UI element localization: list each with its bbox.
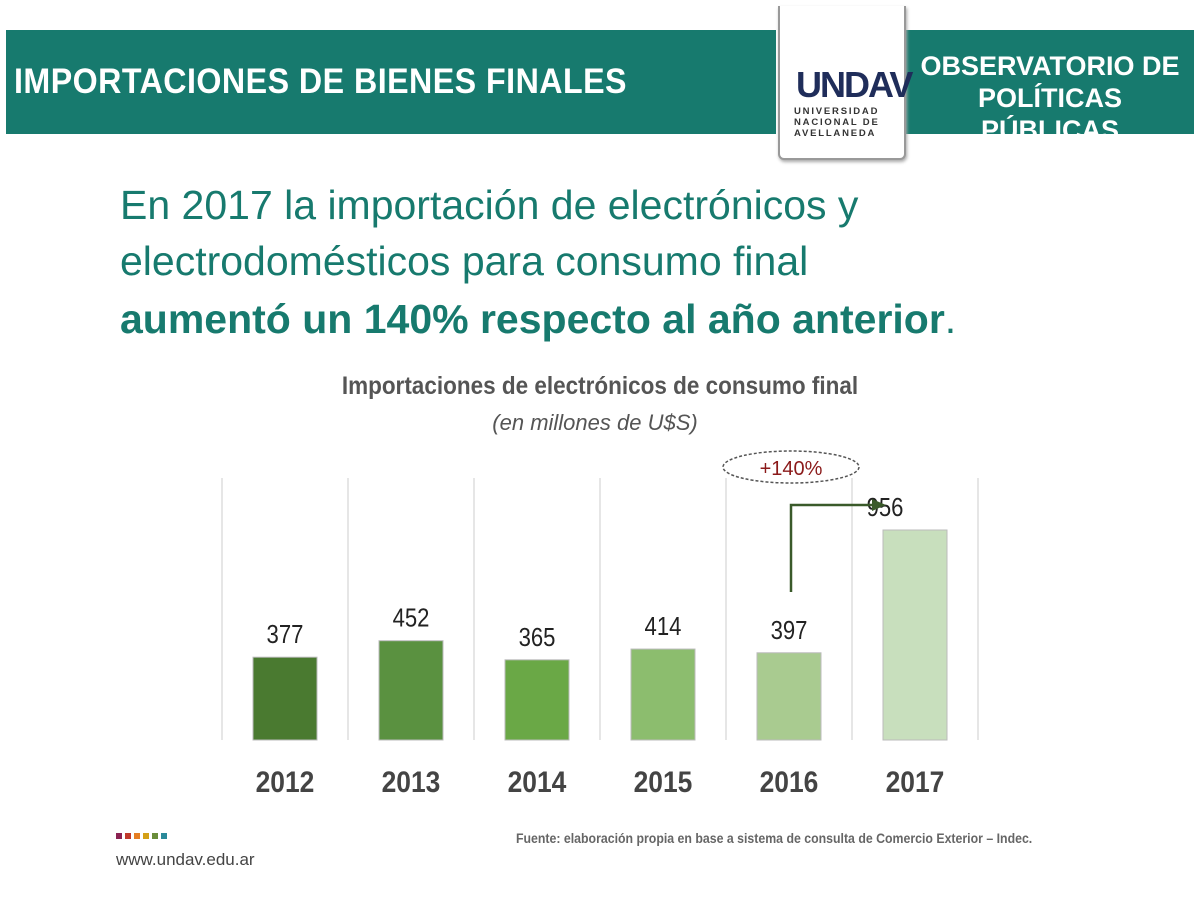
bar-2016	[756, 652, 822, 741]
color-dot	[152, 833, 158, 839]
header-right-line1: OBSERVATORIO DE	[920, 51, 1180, 81]
header-right: OBSERVATORIO DE POLÍTICAS PÚBLICAS	[906, 50, 1194, 146]
growth-arrow	[789, 503, 873, 592]
data-label: 397	[771, 616, 808, 645]
annotation-ellipse	[722, 450, 860, 484]
headline-line3: aumentó un 140% respecto al año anterior…	[120, 296, 956, 343]
x-tick-label: 2015	[634, 764, 693, 798]
logo-text-line: AVELLANEDA	[794, 128, 877, 139]
color-dot	[125, 833, 131, 839]
data-label: 365	[519, 623, 556, 652]
source-note: Fuente: elaboración propia en base a sis…	[516, 830, 1033, 846]
arrow-head-icon	[872, 499, 886, 511]
bar-2014	[504, 659, 570, 741]
chart-title: Importaciones de electrónicos de consumo…	[341, 372, 859, 400]
logo-text-line: UNIVERSIDAD	[794, 106, 880, 117]
headline-line1: En 2017 la importación de electrónicos y	[120, 182, 859, 228]
logo-text: UNIVERSIDAD NACIONAL DE AVELLANEDA	[794, 106, 880, 139]
x-tick-label: 2012	[256, 764, 315, 798]
undav-logo: UNDAV UNIVERSIDAD NACIONAL DE AVELLANEDA	[778, 6, 913, 160]
headline-emphasis: aumentó un 140% respecto al año anterior	[120, 296, 945, 342]
headline-period: .	[944, 296, 957, 342]
header-band	[6, 30, 776, 134]
bar-2017	[882, 529, 948, 741]
data-label: 414	[645, 612, 682, 641]
headline-line2: electrodomésticos para consumo final	[120, 238, 809, 284]
annotation-label: +140%	[760, 458, 823, 480]
x-tick-label: 2013	[382, 764, 441, 798]
header-right-line2: POLÍTICAS PÚBLICAS	[977, 83, 1122, 145]
logo-text-line: NACIONAL DE	[794, 117, 880, 128]
bar-2015	[630, 648, 696, 741]
header-title: IMPORTACIONES DE BIENES FINALES	[14, 62, 628, 101]
footer-left: www.undav.edu.ar	[116, 826, 255, 870]
chart-subtitle: (en millones de U$S)	[492, 410, 698, 435]
header-band-right	[906, 30, 1194, 134]
x-tick-label: 2016	[760, 764, 819, 798]
logo-mark: UNDAV	[796, 64, 913, 105]
color-dot	[161, 833, 167, 839]
data-label: 452	[393, 604, 430, 633]
bar-2012	[252, 656, 318, 741]
color-dot	[134, 833, 140, 839]
bar-2013	[378, 640, 444, 741]
color-dot	[143, 833, 149, 839]
x-tick-label: 2014	[508, 764, 567, 798]
color-dot	[116, 833, 122, 839]
color-dots	[116, 826, 255, 844]
x-tick-label: 2017	[886, 764, 945, 798]
data-label: 377	[267, 621, 304, 650]
website-url[interactable]: www.undav.edu.ar	[116, 850, 255, 869]
